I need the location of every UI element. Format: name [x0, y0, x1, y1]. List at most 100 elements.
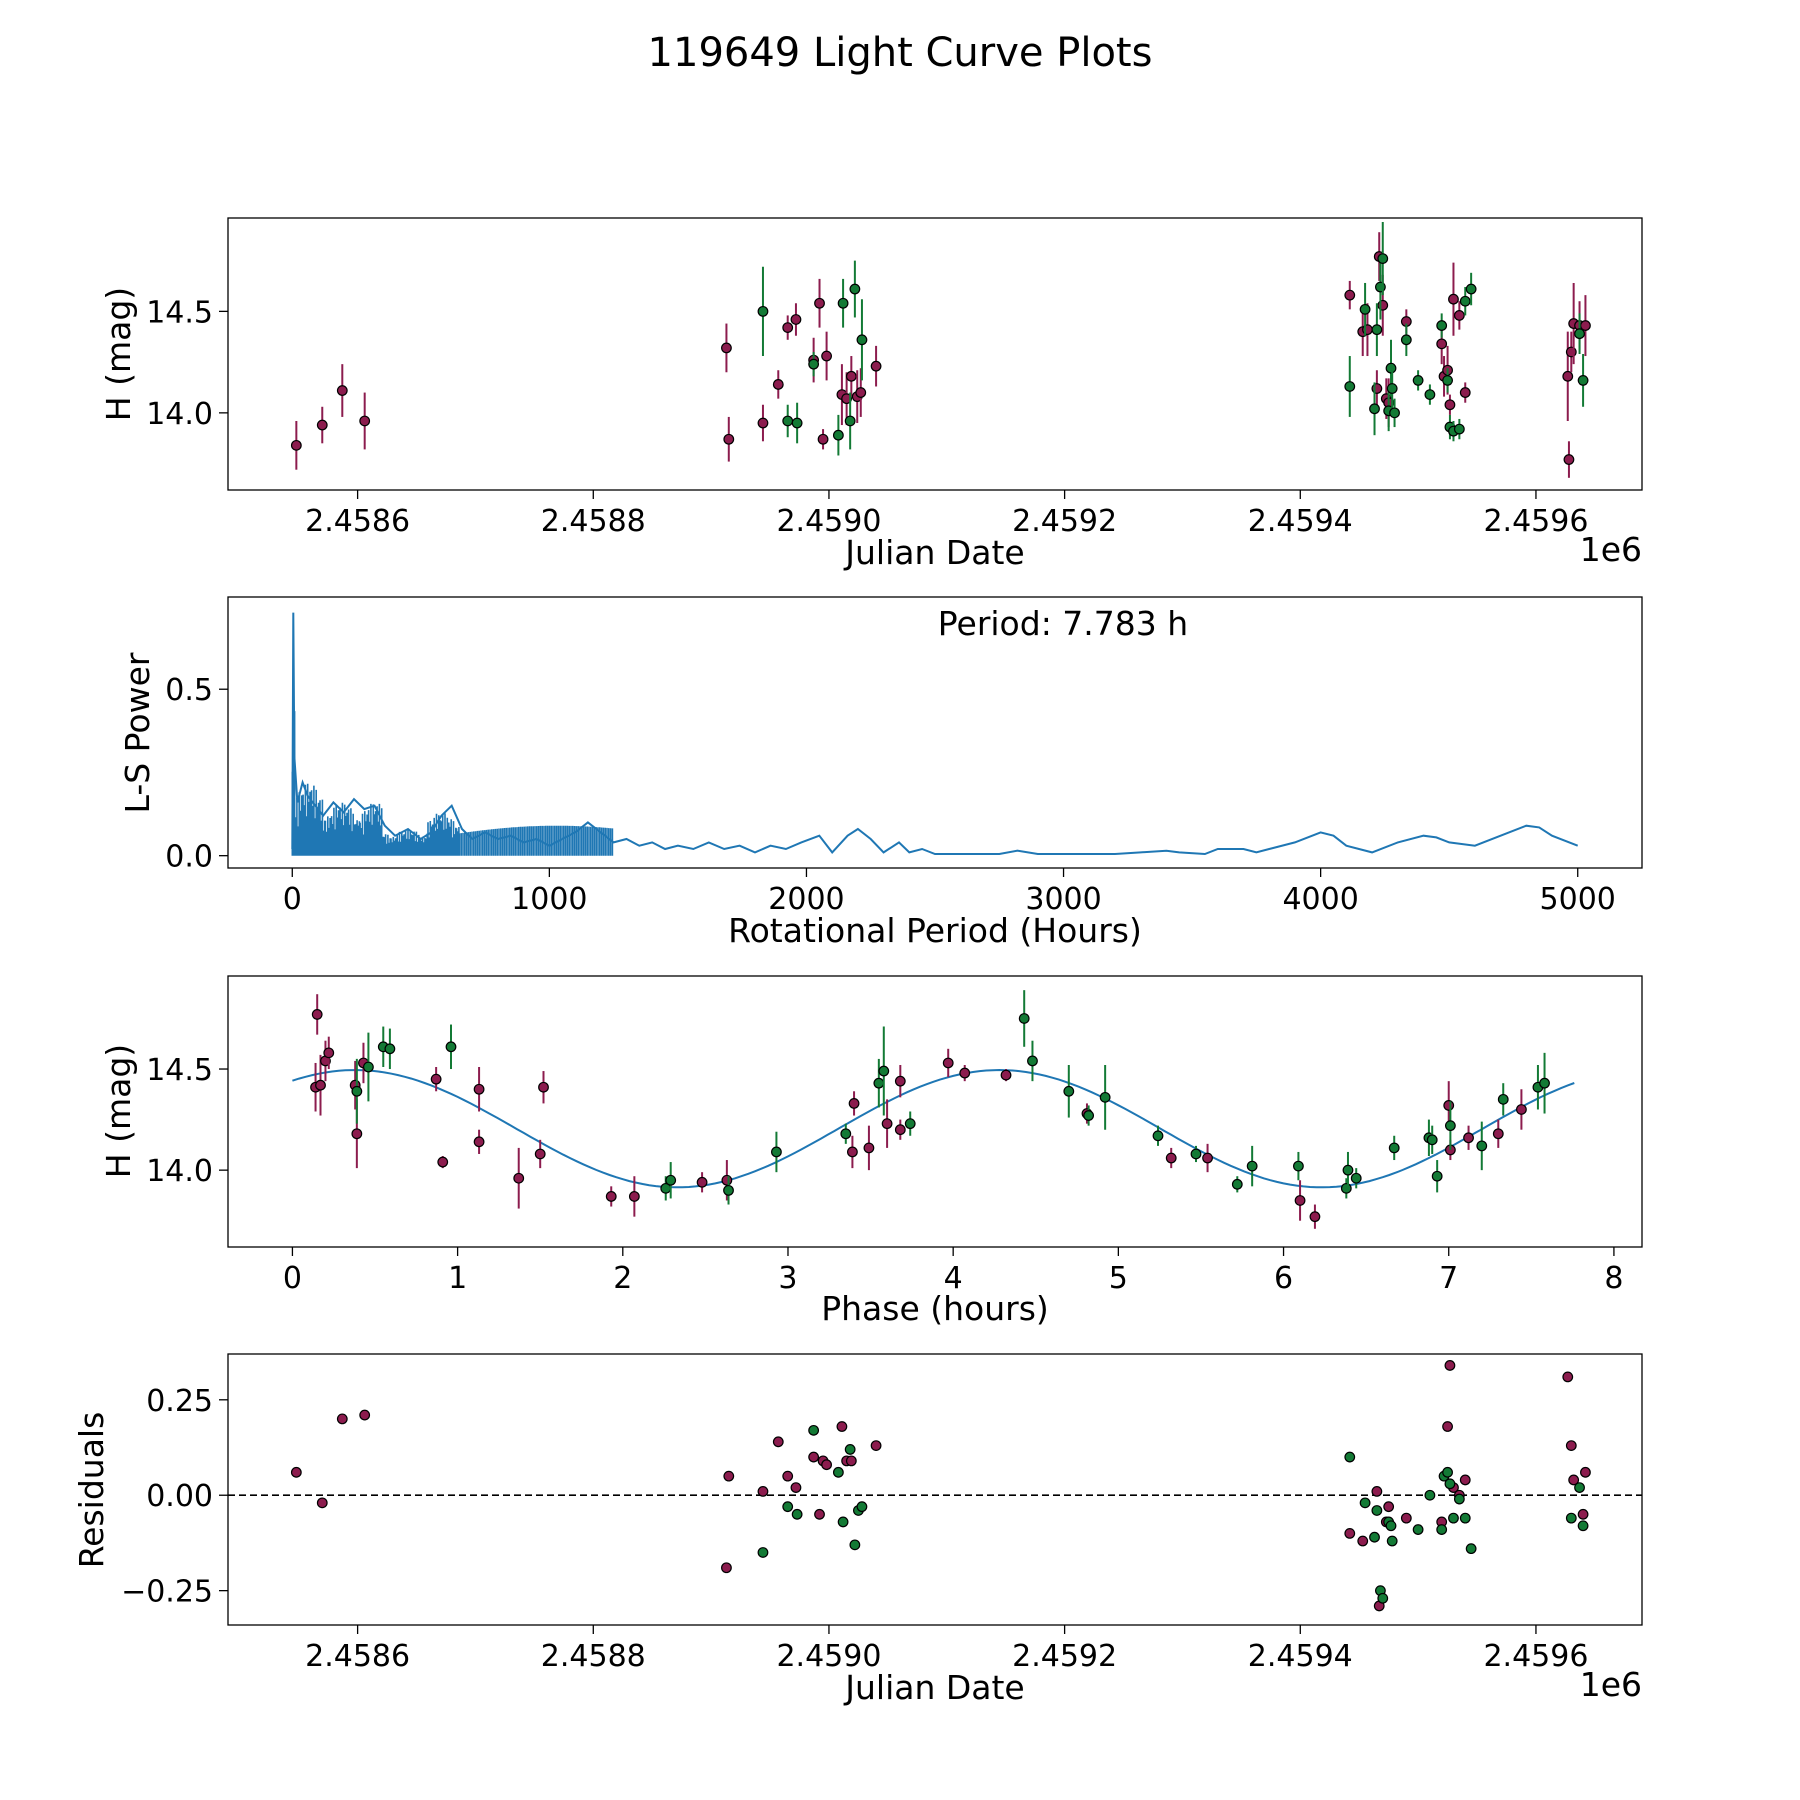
data-point-red: [836, 1421, 848, 1432]
data-point-green: [1453, 423, 1465, 435]
data-point-red: [894, 1124, 906, 1136]
y-tick-label: 0.5: [165, 673, 213, 708]
data-point-red: [959, 1067, 971, 1079]
panel-light-curve: 2.4586 2.4588 2.4590 2.4592 2.4594 2.4596 14.0…: [99, 217, 1643, 572]
data-point-green: [1369, 403, 1380, 415]
panel-light-curve-ticks: 2.4586 2.4588 2.4590 2.4592 2.4594 2.4596 14.0…: [146, 295, 1588, 539]
data-point-green: [1342, 1164, 1354, 1176]
panel-phase-frame: [227, 975, 1643, 1248]
data-point-red: [841, 393, 853, 405]
data-point-red: [473, 1083, 485, 1095]
data-point-green: [1465, 283, 1477, 295]
x-tick-label: 2.4592: [1012, 1639, 1117, 1674]
data-point-green: [791, 1508, 803, 1520]
data-point-green: [1448, 1512, 1459, 1524]
panel-periodogram-data: [291, 612, 1579, 856]
data-point-red: [814, 297, 825, 309]
data-point-green: [782, 1501, 794, 1513]
data-point-green: [384, 1043, 396, 1055]
data-point-green: [1018, 1013, 1030, 1024]
panel-light-curve-data: [290, 222, 1591, 478]
data-point-red: [1492, 1128, 1504, 1140]
data-point-red: [1165, 1152, 1177, 1164]
data-point-green: [445, 1041, 457, 1053]
data-point-green: [1389, 407, 1400, 419]
data-point-red: [290, 439, 302, 451]
x-tick-label: 7: [1439, 1261, 1458, 1296]
data-point-green: [1424, 389, 1436, 400]
data-point-red: [1294, 1195, 1306, 1206]
data-point-red: [1453, 310, 1465, 321]
data-point-green: [1459, 1512, 1471, 1524]
data-point-red: [290, 1466, 302, 1478]
x-tick-label: 4000: [1282, 882, 1358, 917]
data-point-green: [1412, 1524, 1424, 1535]
data-point-green: [1459, 295, 1471, 307]
data-point-red: [772, 1436, 784, 1448]
data-point-red: [848, 1098, 860, 1109]
data-point-red: [881, 1118, 893, 1130]
data-point-red: [723, 433, 735, 445]
data-point-green: [849, 1539, 861, 1551]
data-point-red: [315, 1079, 326, 1091]
x-tick-label: 2.4596: [1483, 504, 1588, 539]
data-point-red: [942, 1057, 954, 1069]
data-point-red: [772, 379, 784, 390]
data-point-green: [837, 1516, 849, 1528]
panel-phase-ticks: 0 1 2 3 4 5 6 7 8 14.0 14.5: [146, 1053, 1623, 1296]
x-tick-label: 2.4588: [541, 504, 646, 539]
x-tick-label: 5000: [1540, 882, 1616, 917]
x-tick-label: 2.4586: [305, 504, 410, 539]
data-point-green: [1442, 374, 1453, 386]
panel-periodogram-xlabel: Rotational Period (Hours): [728, 911, 1142, 950]
data-point-green: [808, 358, 820, 370]
data-point-green: [1444, 1120, 1456, 1132]
data-point-green: [1574, 328, 1585, 340]
data-point-green: [1577, 374, 1589, 386]
periodogram-spikes: [291, 705, 614, 856]
data-point-green: [351, 1085, 363, 1097]
data-point-green: [757, 305, 769, 317]
data-point-green: [723, 1184, 734, 1196]
data-point-green: [1344, 1451, 1356, 1463]
panel-light-curve-frame: [227, 217, 1643, 491]
panel-light-curve-offset: 1e6: [1580, 530, 1642, 569]
data-point-green: [1436, 1524, 1448, 1535]
data-point-red: [782, 1470, 794, 1482]
x-tick-label: 2.4594: [1248, 1639, 1353, 1674]
data-point-green: [1293, 1160, 1304, 1172]
data-point-red: [1444, 1360, 1456, 1371]
data-point-red: [1344, 289, 1356, 301]
x-tick-label: 2.4592: [1012, 504, 1117, 539]
panel-light-curve-xlabel: Julian Date: [843, 533, 1025, 572]
data-point-green: [1063, 1085, 1075, 1097]
data-point-green: [1412, 374, 1424, 386]
y-tick-label: 0.00: [146, 1479, 213, 1514]
data-point-red: [723, 1470, 735, 1482]
data-point-red: [1371, 1486, 1383, 1497]
data-point-red: [894, 1075, 906, 1087]
data-point-green: [1388, 1142, 1400, 1154]
data-point-green: [1340, 1182, 1352, 1194]
data-point-green: [844, 415, 856, 427]
panel-periodogram-ylabel: L-S Power: [118, 652, 157, 813]
data-point-green: [832, 1466, 844, 1478]
data-point-green: [1375, 281, 1386, 293]
data-point-green: [1369, 1531, 1380, 1543]
data-point-red: [1565, 346, 1577, 358]
data-point-red: [845, 1455, 857, 1467]
y-tick-label: 0.25: [146, 1384, 213, 1419]
data-point-green: [1465, 1543, 1477, 1555]
data-point-red: [323, 1047, 335, 1059]
data-point-red: [782, 322, 794, 334]
data-point-red: [1377, 299, 1389, 311]
data-point-red: [808, 1451, 820, 1463]
data-point-green: [1231, 1178, 1243, 1190]
data-point-green: [1386, 1535, 1398, 1547]
data-point-red: [1442, 1421, 1453, 1432]
y-tick-label: 14.0: [146, 397, 213, 432]
data-point-red: [845, 370, 857, 382]
data-point-green: [856, 1501, 868, 1513]
data-point-green: [1476, 1140, 1488, 1152]
